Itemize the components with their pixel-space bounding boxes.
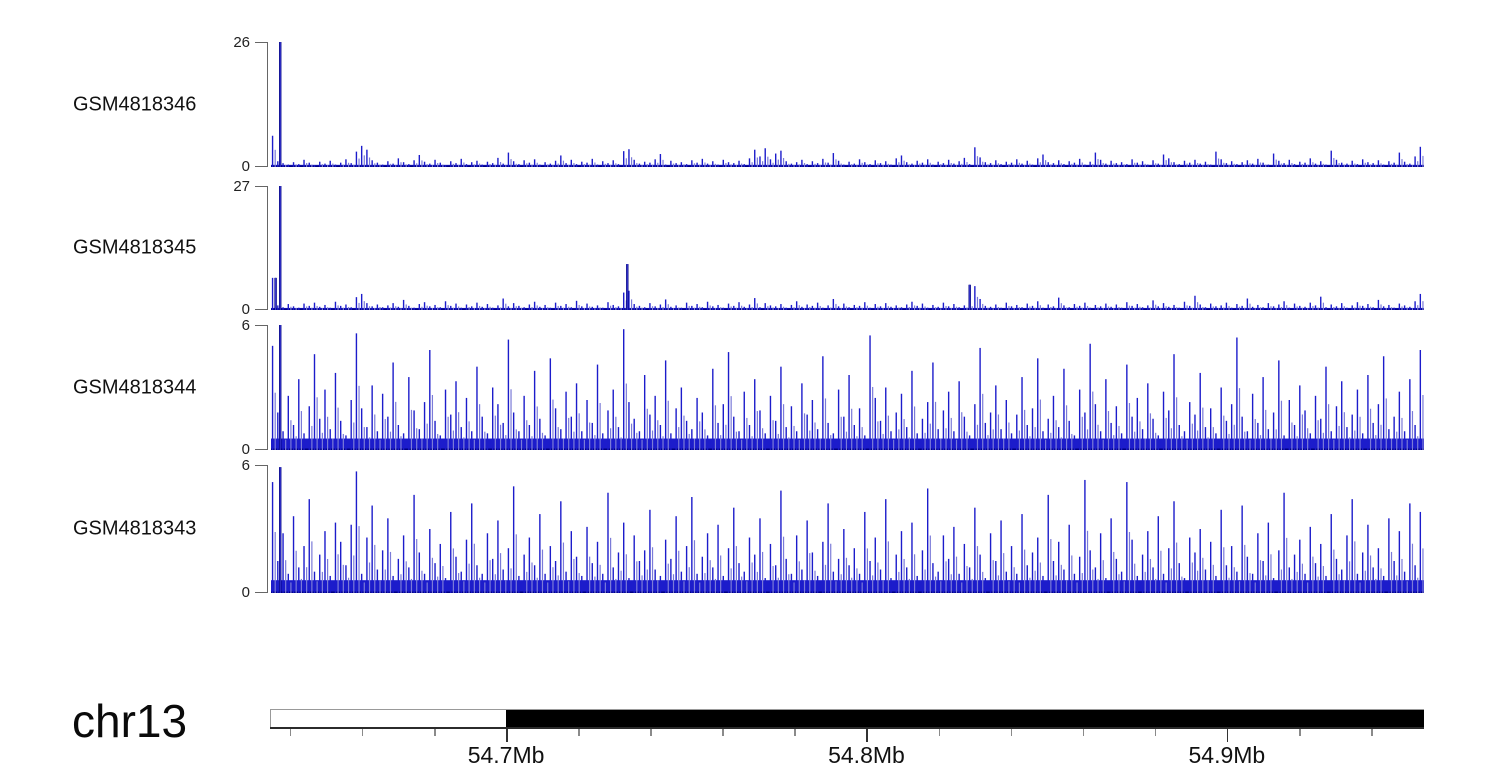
ruler-minor-tick [1082,729,1085,736]
y-axis-bracket [255,465,268,593]
y-axis-max-label: 26 [233,34,250,51]
ruler-minor-tick [289,729,292,736]
y-axis-min-label: 0 [241,301,250,318]
ruler-major-label-2: 54.8Mb [828,742,905,768]
track-row-3: GSM4818344 6 0 [0,318,1500,457]
track-row-2: GSM4818345 27 0 [0,179,1500,317]
ruler-minor-tick [578,729,580,736]
ruler-minor-tick [1010,729,1013,736]
coverage-plot [271,42,1424,167]
ruler-major-tick [866,729,869,742]
track-row-4: GSM4818343 6 0 [0,458,1500,600]
track-label: GSM4818346 [73,93,197,115]
y-axis-bracket [255,325,268,450]
y-axis-min-label: 0 [241,158,250,175]
y-axis-max-label: 6 [241,317,250,334]
y-axis-max-label: 27 [233,178,250,195]
coverage-plot [271,467,1424,593]
track-row-1: GSM4818346 26 0 [0,35,1500,174]
ruler-minor-tick [938,729,941,736]
ruler-minor-tick [1298,729,1301,736]
y-axis-bracket [255,186,268,310]
ruler-major-label-1: 54.7Mb [467,742,545,768]
ruler-major-tick [506,729,508,742]
ruler-minor-tick [1371,729,1373,736]
ruler-minor-tick [722,729,724,736]
track-label: GSM4818345 [73,236,197,259]
y-axis-min-label: 0 [241,584,250,601]
ruler-minor-tick [1154,729,1157,736]
y-axis-bracket [255,42,268,167]
ruler-minor-tick [794,729,796,736]
y-axis-max-label: 6 [241,457,250,474]
ruler-major-label-3: 54.9Mb [1188,742,1266,768]
ruler-minor-tick [433,729,436,736]
ruler-minor-tick [361,729,364,736]
ideogram-band-white [270,709,507,728]
track-label: GSM4818344 [73,376,197,398]
track-label: GSM4818343 [73,517,197,540]
ideogram-band-black [506,709,1424,728]
ruler-major-tick [1226,729,1229,742]
ruler-axis-line [270,727,1424,729]
coverage-plot [271,325,1424,450]
y-axis-min-label: 0 [241,441,250,458]
coverage-plot [271,186,1424,310]
chromosome-label: chr13 [72,695,188,747]
ruler-minor-tick [650,729,652,736]
